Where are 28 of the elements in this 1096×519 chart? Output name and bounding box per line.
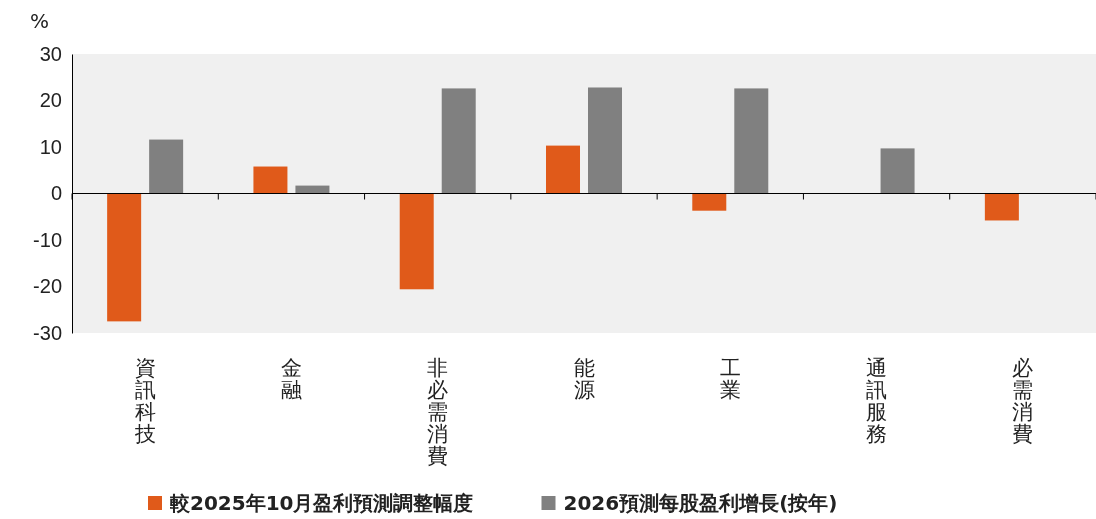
y-tick-label: 0 (50, 182, 62, 205)
bar (149, 139, 184, 194)
bar (546, 145, 580, 194)
bar (880, 148, 915, 194)
x-tick-label: 非必需消費 (427, 356, 449, 468)
x-tick-label: 工業 (719, 356, 741, 402)
y-tick-label: -10 (33, 228, 62, 251)
x-tick-label: 資訊科技 (133, 356, 156, 446)
bar (253, 166, 288, 194)
y-tick-label: 20 (39, 89, 62, 112)
x-tick-label: 金融 (280, 356, 302, 402)
legend-label: 2026預測每股盈利增長(按年) (563, 491, 838, 515)
x-tick-label: 必需消費 (1012, 356, 1034, 446)
y-tick-label: 10 (39, 135, 62, 158)
bar (107, 193, 142, 322)
x-tick-label: 能源 (573, 356, 595, 402)
bar (441, 88, 476, 194)
bar (588, 87, 622, 194)
bar (399, 193, 434, 290)
bar (734, 88, 769, 194)
bar (984, 193, 1019, 221)
bar (692, 193, 727, 211)
y-tick-label: 30 (39, 42, 62, 65)
y-tick-label: -30 (33, 321, 62, 344)
legend-label: 較2025年10月盈利預測調整幅度 (169, 491, 474, 515)
x-tick-label: 通訊服務 (866, 356, 888, 446)
y-axis-title: % (30, 9, 50, 33)
y-tick-label: -20 (33, 275, 62, 298)
